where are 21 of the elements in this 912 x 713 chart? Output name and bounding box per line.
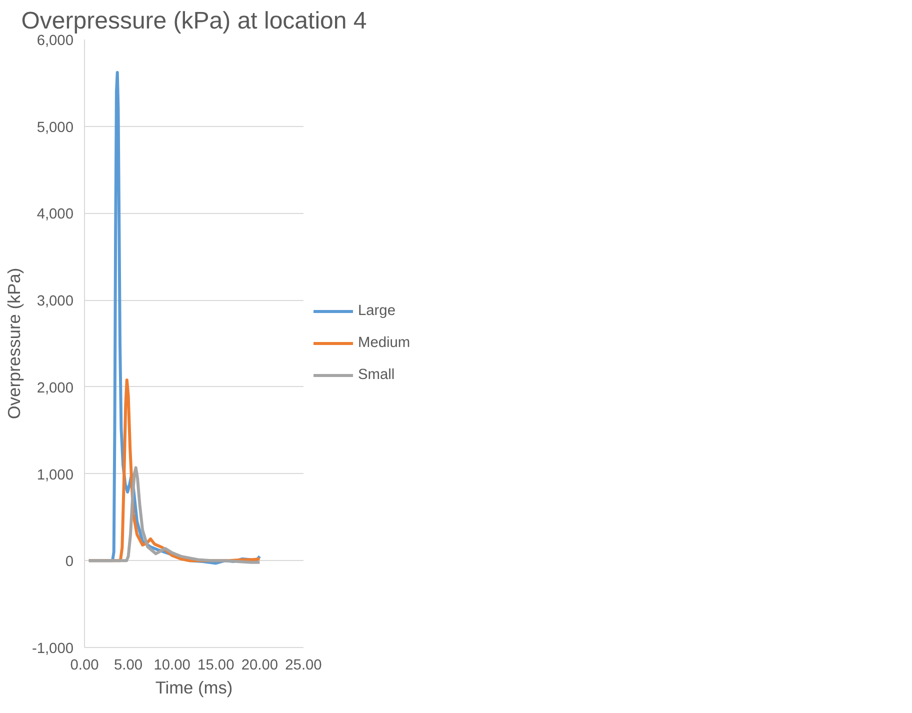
y-tick-label: 4,000: [36, 206, 74, 223]
legend-label: Medium: [358, 335, 410, 351]
x-tick-label: 0.00: [70, 658, 99, 674]
y-axis-title: Overpressure (kPa): [4, 268, 24, 420]
y-tick-label: 3,000: [36, 294, 74, 310]
x-axis-title: Time (ms): [155, 678, 233, 698]
legend-label: Large: [358, 303, 396, 319]
y-tick-label: 1,000: [36, 467, 74, 484]
x-tick-label: 20.00: [241, 658, 278, 674]
y-tick-label: 2,000: [36, 380, 74, 396]
y-tick-label: -1,000: [32, 641, 74, 657]
x-tick-label: 10.00: [154, 658, 190, 674]
y-tick-label: 6,000: [36, 33, 74, 49]
chart-title: Overpressure (kPa) at location 4: [21, 8, 367, 34]
x-tick-label: 15.00: [198, 658, 234, 674]
x-tick-label: 25.00: [285, 658, 322, 674]
legend-label: Small: [358, 367, 395, 383]
x-tick-label: 5.00: [114, 658, 143, 674]
line-series: [87, 466, 262, 564]
y-tick-label: 5,000: [36, 120, 74, 136]
y-tick-label: 0: [65, 554, 74, 570]
